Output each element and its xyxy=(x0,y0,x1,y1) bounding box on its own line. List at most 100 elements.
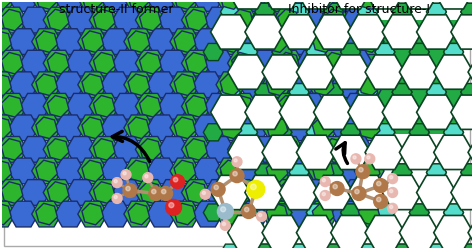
Polygon shape xyxy=(9,29,38,55)
Polygon shape xyxy=(237,124,257,141)
Polygon shape xyxy=(228,55,267,89)
Polygon shape xyxy=(32,0,62,11)
Polygon shape xyxy=(205,7,234,33)
Polygon shape xyxy=(341,204,361,221)
Circle shape xyxy=(374,194,388,208)
Polygon shape xyxy=(262,135,302,170)
Polygon shape xyxy=(9,158,38,184)
Polygon shape xyxy=(205,50,234,76)
Polygon shape xyxy=(216,201,246,227)
Polygon shape xyxy=(232,95,253,117)
Polygon shape xyxy=(0,72,15,98)
Polygon shape xyxy=(285,72,315,98)
Polygon shape xyxy=(355,115,384,141)
Circle shape xyxy=(201,189,210,199)
Polygon shape xyxy=(55,29,84,55)
Polygon shape xyxy=(296,135,336,170)
Polygon shape xyxy=(427,244,447,248)
Circle shape xyxy=(245,207,249,212)
Polygon shape xyxy=(289,164,309,181)
Polygon shape xyxy=(323,3,343,21)
Polygon shape xyxy=(273,180,303,205)
Polygon shape xyxy=(36,31,57,52)
Polygon shape xyxy=(170,0,200,11)
Polygon shape xyxy=(434,55,474,89)
Polygon shape xyxy=(358,3,378,21)
Bar xyxy=(12,20,220,134)
Polygon shape xyxy=(314,95,353,129)
Polygon shape xyxy=(312,74,334,95)
Polygon shape xyxy=(101,29,130,55)
Circle shape xyxy=(359,168,363,172)
Polygon shape xyxy=(355,72,384,98)
Polygon shape xyxy=(375,43,395,61)
Polygon shape xyxy=(112,136,142,162)
Polygon shape xyxy=(0,115,15,141)
Polygon shape xyxy=(434,216,474,248)
Polygon shape xyxy=(186,95,207,117)
Polygon shape xyxy=(186,139,207,160)
Polygon shape xyxy=(272,204,292,221)
Polygon shape xyxy=(124,158,154,184)
Polygon shape xyxy=(136,136,165,162)
Polygon shape xyxy=(297,180,327,205)
Polygon shape xyxy=(174,0,196,9)
Polygon shape xyxy=(32,201,62,227)
Polygon shape xyxy=(308,0,338,11)
Polygon shape xyxy=(427,3,447,21)
Circle shape xyxy=(145,175,148,178)
Polygon shape xyxy=(182,180,211,205)
Circle shape xyxy=(211,183,225,196)
Polygon shape xyxy=(220,0,242,9)
Polygon shape xyxy=(341,124,361,141)
Polygon shape xyxy=(297,7,327,33)
Polygon shape xyxy=(410,124,429,141)
Polygon shape xyxy=(392,244,412,248)
Polygon shape xyxy=(272,124,292,141)
Polygon shape xyxy=(78,115,108,141)
Polygon shape xyxy=(331,115,361,141)
Polygon shape xyxy=(82,74,103,95)
Polygon shape xyxy=(255,84,274,101)
Polygon shape xyxy=(255,3,274,21)
Polygon shape xyxy=(0,31,11,52)
Polygon shape xyxy=(358,84,378,101)
Polygon shape xyxy=(262,216,302,248)
Polygon shape xyxy=(427,164,447,181)
Polygon shape xyxy=(245,15,284,49)
Polygon shape xyxy=(341,43,361,61)
Polygon shape xyxy=(9,201,38,227)
Polygon shape xyxy=(341,43,361,61)
Polygon shape xyxy=(101,72,130,98)
Polygon shape xyxy=(182,136,211,162)
Polygon shape xyxy=(272,43,292,61)
Polygon shape xyxy=(0,50,4,76)
Polygon shape xyxy=(410,43,429,61)
Polygon shape xyxy=(216,29,246,55)
Polygon shape xyxy=(182,7,211,33)
Polygon shape xyxy=(461,164,474,181)
Polygon shape xyxy=(193,0,223,11)
Polygon shape xyxy=(365,0,405,9)
Polygon shape xyxy=(392,164,412,181)
Polygon shape xyxy=(43,50,73,76)
Polygon shape xyxy=(43,136,73,162)
Polygon shape xyxy=(220,117,242,139)
Polygon shape xyxy=(112,93,142,119)
Polygon shape xyxy=(358,160,380,182)
Circle shape xyxy=(173,177,178,182)
Polygon shape xyxy=(0,136,27,162)
Polygon shape xyxy=(410,43,429,61)
Polygon shape xyxy=(139,52,161,74)
Polygon shape xyxy=(245,175,284,210)
Polygon shape xyxy=(101,201,130,227)
Polygon shape xyxy=(323,164,343,181)
Polygon shape xyxy=(239,0,269,11)
Circle shape xyxy=(233,171,237,176)
Polygon shape xyxy=(400,135,439,170)
Polygon shape xyxy=(341,204,361,221)
Polygon shape xyxy=(0,29,15,55)
Polygon shape xyxy=(47,9,69,31)
Polygon shape xyxy=(278,9,299,31)
Polygon shape xyxy=(400,0,439,9)
